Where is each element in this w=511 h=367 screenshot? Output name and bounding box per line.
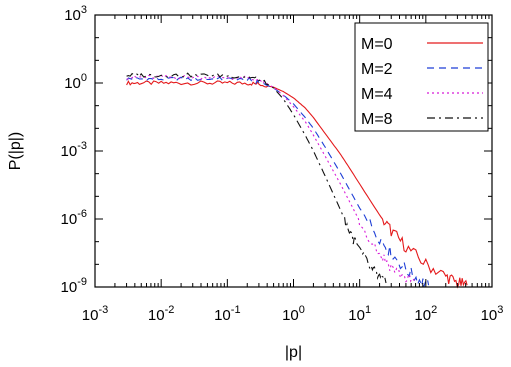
ticks-layer bbox=[94, 14, 493, 288]
series-layer bbox=[126, 72, 468, 289]
series-line-4 bbox=[126, 72, 387, 284]
legend-label: M=0 bbox=[361, 36, 393, 53]
x-tick-label: 10-2 bbox=[148, 304, 174, 324]
legend-items: M=0 M=2 M=4 M=8 bbox=[361, 36, 483, 128]
y-tick-label: 103 bbox=[64, 4, 87, 24]
legend-label: M=4 bbox=[361, 86, 393, 103]
x-tick-label: 103 bbox=[481, 304, 504, 324]
series-line-3 bbox=[126, 74, 416, 283]
x-axis-label: |p| bbox=[285, 344, 302, 361]
series-line-2 bbox=[126, 76, 430, 287]
y-axis-label: P(|p|) bbox=[7, 132, 24, 171]
y-tick-label: 100 bbox=[64, 72, 87, 92]
tick-labels-layer: 10-3 10-2 10-1 100 101 102 103 10-9 10-6 10-3 100 1… bbox=[61, 4, 504, 324]
series-line-1 bbox=[126, 80, 468, 289]
x-tick-label: 100 bbox=[282, 304, 305, 324]
legend: M=0 M=2 M=4 M=8 bbox=[354, 22, 489, 132]
y-tick-label: 10-9 bbox=[61, 276, 87, 296]
x-tick-label: 102 bbox=[414, 304, 437, 324]
y-tick-label: 10-3 bbox=[61, 140, 87, 160]
x-tick-label: 10-1 bbox=[214, 304, 240, 324]
y-tick-label: 10-6 bbox=[61, 208, 87, 228]
x-tick-label: 10-3 bbox=[82, 304, 108, 324]
legend-label: M=2 bbox=[361, 61, 393, 78]
legend-box bbox=[354, 22, 489, 132]
x-tick-label: 101 bbox=[348, 304, 371, 324]
legend-label: M=8 bbox=[361, 111, 393, 128]
